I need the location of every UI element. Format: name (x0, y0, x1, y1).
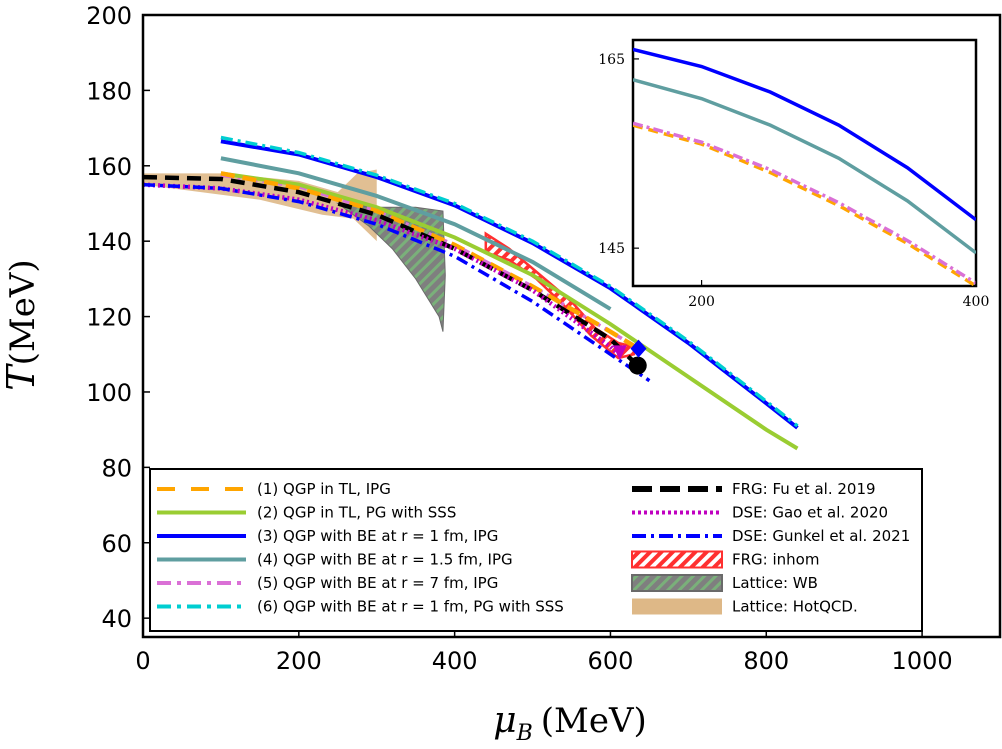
legend-label: FRG: Fu et al. 2019 (732, 480, 876, 498)
x-tick-label: 200 (276, 647, 322, 675)
legend-label: Lattice: WB (732, 574, 818, 592)
x-axis-symbol: μ (493, 700, 516, 741)
y-tick-label: 100 (86, 379, 132, 407)
y-tick-label: 120 (86, 304, 132, 332)
y-tick-label: 200 (86, 2, 132, 30)
y-tick-label: 40 (101, 605, 132, 633)
x-tick-label: 400 (432, 647, 478, 675)
legend-label: DSE: Gunkel et al. 2021 (732, 527, 910, 545)
legend-label: (1) QGP in TL, IPG (257, 480, 391, 498)
legend-swatch-band (631, 574, 723, 592)
series-line-1 (220, 171, 643, 353)
legend-label: (4) QGP with BE at r = 1.5 fm, IPG (257, 551, 513, 569)
inset: 200 400 145 165 (598, 38, 990, 310)
inset-series-3 (633, 47, 976, 222)
inset-x-tick-label: 200 (688, 294, 715, 310)
legend-label: FRG: inhom (732, 551, 819, 569)
legend-frame (149, 468, 923, 632)
series-line-7 (143, 174, 640, 368)
series-line-9 (143, 182, 651, 383)
legend: (1) QGP in TL, IPG (2) QGP in TL, PG with… (149, 468, 923, 632)
legend-label: (6) QGP with BE at r = 1 fm, PG with SSS (257, 598, 564, 616)
x-tick-label: 0 (135, 647, 150, 675)
inset-y-tick-label: 145 (598, 241, 625, 257)
inset-frame (631, 38, 978, 288)
plot-frame (141, 13, 1002, 639)
legend-swatch-band (631, 550, 723, 569)
inset-x-tick-label: 400 (963, 294, 990, 310)
x-axis-subscript: B (516, 721, 533, 746)
endpoint-marker-diamond (630, 339, 647, 358)
series-line-8 (143, 182, 620, 356)
series-line-4 (220, 156, 612, 311)
legend-label: (2) QGP in TL, PG with SSS (257, 504, 456, 522)
legend-label: DSE: Gao et al. 2020 (732, 504, 888, 522)
y-tick-label: 180 (86, 77, 132, 105)
x-tick-label: 600 (588, 647, 634, 675)
legend-label: (5) QGP with BE at r = 7 fm, IPG (257, 574, 498, 592)
y-axis-symbol: T (0, 363, 43, 391)
y-tick-label: 60 (101, 530, 132, 558)
inset-y-tick-label: 165 (598, 52, 625, 68)
y-tick-label: 140 (86, 228, 132, 256)
inset-series-5 (633, 121, 976, 285)
x-axis-title: μB (MeV) (493, 700, 647, 746)
y-tick-label: 160 (86, 153, 132, 181)
inset-series-4 (633, 78, 976, 255)
x-tick-label: 1000 (892, 647, 953, 675)
x-axis-unit: (MeV) (541, 701, 647, 741)
inset-series-1 (633, 123, 976, 286)
endpoint-marker-triangle (612, 345, 627, 361)
series-line-6 (220, 135, 799, 428)
y-axis-unit: (MeV) (3, 259, 43, 365)
legend-label: Lattice: HotQCD. (732, 598, 858, 616)
endpoint-marker-circle (628, 356, 647, 375)
y-tick-label: 80 (101, 454, 132, 482)
legend-label: (3) QGP with BE at r = 1 fm, IPG (257, 527, 498, 545)
legend-swatch-band (632, 598, 722, 615)
series-line-2 (220, 171, 799, 451)
y-axis-title: T(MeV) (0, 259, 43, 390)
x-tick-label: 800 (743, 647, 789, 675)
